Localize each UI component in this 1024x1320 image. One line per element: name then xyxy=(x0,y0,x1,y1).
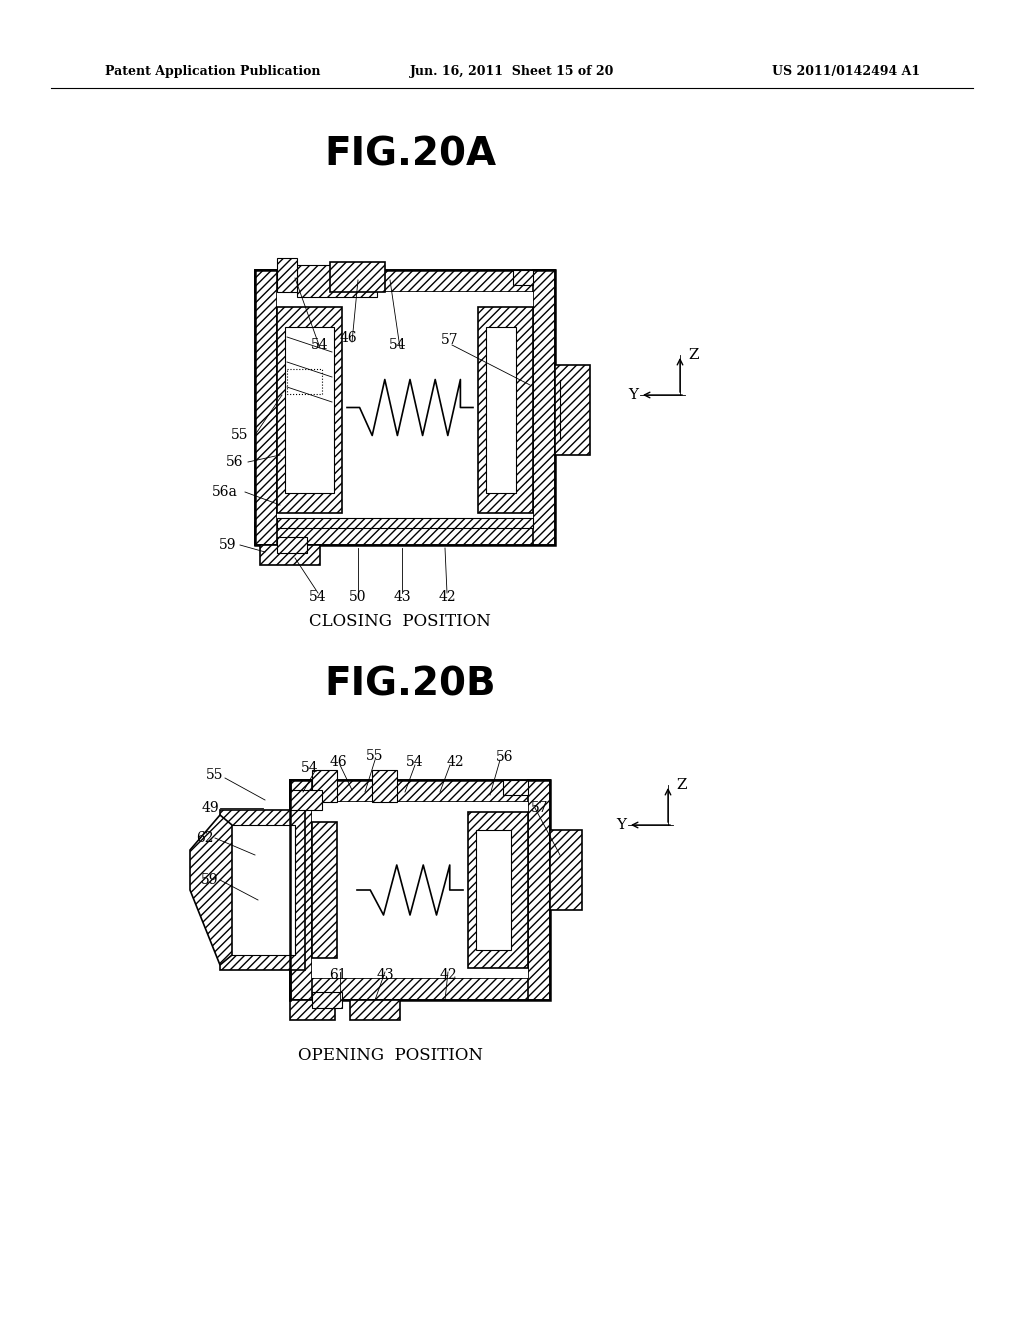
Bar xyxy=(555,366,590,455)
Text: 57: 57 xyxy=(531,801,549,814)
Bar xyxy=(255,271,555,292)
Bar xyxy=(312,993,342,1008)
Text: Y: Y xyxy=(628,388,638,403)
Text: FIG.20B: FIG.20B xyxy=(325,667,496,704)
Text: OPENING  POSITION: OPENING POSITION xyxy=(298,1047,482,1064)
Text: Z: Z xyxy=(688,348,698,362)
Bar xyxy=(278,257,297,292)
Text: 42: 42 xyxy=(446,755,464,770)
Text: 62: 62 xyxy=(197,832,214,845)
Bar xyxy=(312,803,528,978)
Bar xyxy=(255,271,278,545)
Text: 55: 55 xyxy=(367,748,384,763)
Bar xyxy=(290,780,312,1001)
Bar xyxy=(255,523,555,545)
Text: 56: 56 xyxy=(226,455,244,469)
Bar xyxy=(297,265,377,297)
Bar xyxy=(278,292,534,523)
Bar xyxy=(260,545,319,565)
Bar xyxy=(330,261,385,292)
Text: Patent Application Publication: Patent Application Publication xyxy=(105,66,321,78)
Bar xyxy=(290,780,550,1001)
Bar xyxy=(290,978,550,1001)
Bar xyxy=(278,517,534,528)
Bar xyxy=(468,812,528,968)
Bar xyxy=(255,271,555,545)
Text: Jun. 16, 2011  Sheet 15 of 20: Jun. 16, 2011 Sheet 15 of 20 xyxy=(410,66,614,78)
Text: 56a: 56a xyxy=(212,484,238,499)
Text: CLOSING  POSITION: CLOSING POSITION xyxy=(309,614,490,631)
Text: 57: 57 xyxy=(441,333,459,347)
Bar xyxy=(486,327,516,492)
Bar xyxy=(513,271,534,285)
Bar xyxy=(312,822,337,958)
Bar xyxy=(220,810,305,970)
Bar xyxy=(350,1001,400,1020)
Bar xyxy=(290,1001,335,1020)
Bar xyxy=(476,830,511,950)
Text: 54: 54 xyxy=(311,338,329,352)
Text: 54: 54 xyxy=(407,755,424,770)
Bar xyxy=(278,308,342,513)
Text: 56: 56 xyxy=(497,750,514,764)
Text: 59: 59 xyxy=(202,873,219,887)
Text: 54: 54 xyxy=(301,762,318,775)
Bar xyxy=(550,830,582,909)
Bar xyxy=(278,537,307,553)
Text: 59: 59 xyxy=(219,539,237,552)
Bar xyxy=(290,789,322,810)
Bar xyxy=(478,308,534,513)
Text: 43: 43 xyxy=(376,968,394,982)
Text: 55: 55 xyxy=(231,428,249,442)
Text: 54: 54 xyxy=(309,590,327,605)
Text: 46: 46 xyxy=(339,331,356,345)
Text: 54: 54 xyxy=(389,338,407,352)
Text: 61: 61 xyxy=(329,968,347,982)
Bar xyxy=(372,770,397,803)
Bar xyxy=(503,780,528,795)
Bar xyxy=(312,770,337,803)
Bar xyxy=(230,825,295,954)
Bar xyxy=(287,370,322,393)
Text: 43: 43 xyxy=(393,590,411,605)
Bar xyxy=(290,780,550,803)
Text: Z: Z xyxy=(676,777,686,792)
Text: 46: 46 xyxy=(329,755,347,770)
Polygon shape xyxy=(190,814,232,965)
Bar xyxy=(285,327,334,492)
Text: 49: 49 xyxy=(201,801,219,814)
Text: 42: 42 xyxy=(438,590,456,605)
Text: 42: 42 xyxy=(439,968,457,982)
Text: FIG.20A: FIG.20A xyxy=(324,136,496,174)
Text: Y: Y xyxy=(616,818,626,832)
Bar xyxy=(534,271,555,545)
Text: 55: 55 xyxy=(206,768,224,781)
Text: 50: 50 xyxy=(349,590,367,605)
Text: US 2011/0142494 A1: US 2011/0142494 A1 xyxy=(772,66,920,78)
Bar xyxy=(528,780,550,1001)
